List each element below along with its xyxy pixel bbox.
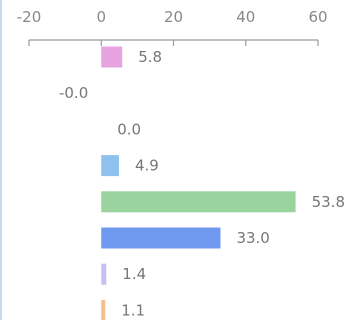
bar (101, 46, 123, 68)
bars-group (101, 46, 296, 320)
data-label: 1.1 (121, 301, 145, 319)
x-tick-label: 40 (236, 8, 255, 26)
data-label: 5.8 (138, 48, 162, 66)
bar (101, 299, 106, 320)
data-label: -0.0 (59, 84, 88, 102)
data-label: 53.8 (312, 193, 344, 211)
x-tick-label: -20 (17, 8, 42, 26)
data-label: 1.4 (122, 265, 146, 283)
x-tick-label: 0 (96, 8, 106, 26)
data-label: 4.9 (135, 157, 159, 175)
bar (101, 227, 221, 249)
bar (101, 155, 119, 177)
data-label: 0.0 (117, 120, 141, 138)
x-tick-label: 60 (308, 8, 327, 26)
bar (101, 191, 296, 213)
data-label: 33.0 (236, 229, 269, 247)
x-axis: -20 0 20 40 60 (17, 8, 328, 46)
data-labels-group: 5.8 -0.0 0.0 4.9 53.8 33.0 1.4 1.1 (59, 48, 344, 319)
bar (101, 263, 107, 285)
x-tick-label: 20 (164, 8, 183, 26)
